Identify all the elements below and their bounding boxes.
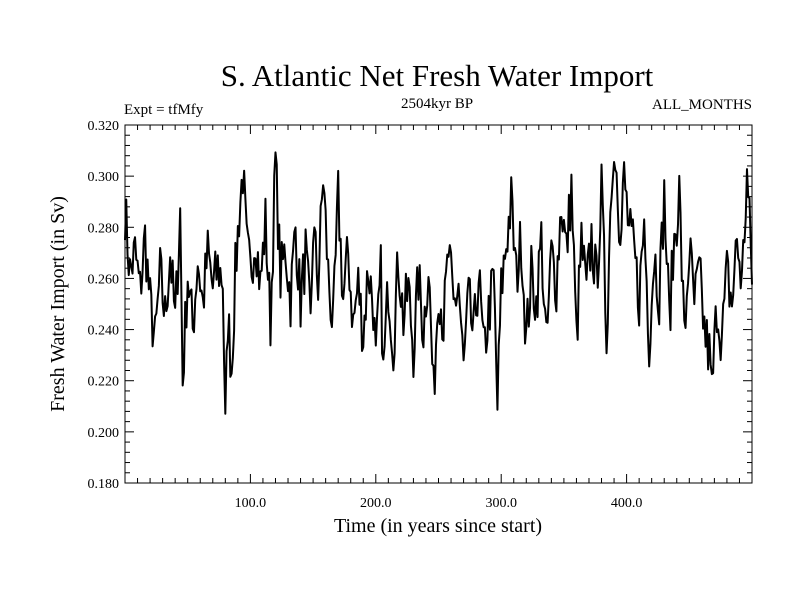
months-label: ALL_MONTHS (652, 97, 752, 113)
series-layer (124, 151, 753, 415)
x-tick-label: 400.0 (611, 496, 643, 511)
x-tick-label: 300.0 (485, 496, 517, 511)
x-axis-label: Time (in years since start) (334, 515, 542, 537)
chart-subtitle: 2504kyr BP (401, 96, 473, 112)
y-tick-label: 0.180 (88, 477, 120, 492)
x-tick-label: 100.0 (235, 496, 267, 511)
y-axis-label: Fresh Water Import (in Sv) (47, 196, 69, 412)
y-tick-label: 0.320 (88, 119, 120, 134)
y-tick-label: 0.200 (88, 426, 120, 441)
x-axis: 100.0 200.0 300.0 400.0 (137, 125, 740, 511)
x-tick-label: 200.0 (360, 496, 392, 511)
y-tick-label: 0.280 (88, 221, 120, 236)
y-tick-label: 0.260 (88, 272, 120, 287)
experiment-label: Expt = tfMfy (124, 102, 204, 118)
y-tick-label: 0.300 (88, 170, 120, 185)
y-axis: 0.180 0.200 0.220 0.240 0.260 0.280 0.300 0.320 (88, 119, 752, 492)
y-tick-label: 0.240 (88, 324, 120, 339)
series-line (124, 151, 753, 415)
y-tick-label: 0.220 (88, 375, 120, 390)
chart-title: S. Atlantic Net Fresh Water Import (221, 58, 654, 93)
